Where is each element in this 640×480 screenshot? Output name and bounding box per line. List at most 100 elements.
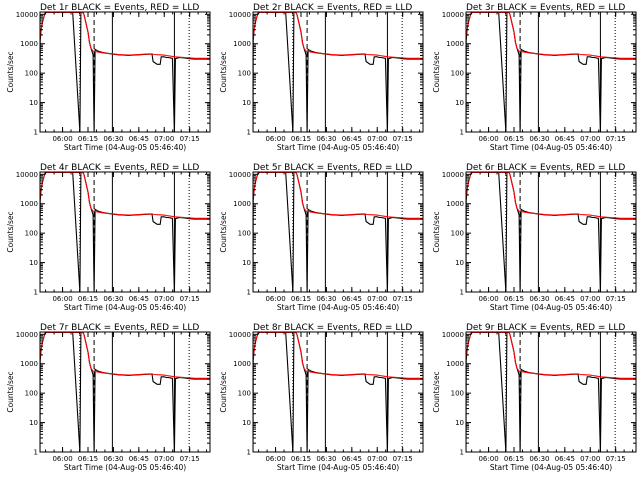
plot-frame: [39, 11, 211, 133]
detector-panel: Det 1r BLACK = Events, RED = LLD Counts/s…: [6, 3, 211, 152]
x-tick-label: 07:15: [180, 295, 200, 303]
y-tick-label: 100: [451, 230, 464, 238]
series-events: [466, 172, 636, 292]
y-tick-label: 1: [247, 129, 251, 137]
x-tick-label: 07:00: [154, 295, 174, 303]
x-axis-label: Start Time (04-Aug-05 05:46:40): [64, 143, 186, 152]
x-axis-label: Start Time (04-Aug-05 05:46:40): [490, 463, 612, 472]
x-tick-label: 06:00: [265, 455, 285, 463]
y-tick-label: 1: [34, 449, 38, 457]
detector-panel: Det 2r BLACK = Events, RED = LLD Counts/s…: [219, 3, 424, 152]
y-tick-label: 100: [451, 390, 464, 398]
plot-frame: [465, 171, 637, 293]
x-tick-label: 06:30: [529, 455, 549, 463]
panel-title: Det 3r BLACK = Events, RED = LLD: [466, 3, 625, 13]
y-tick-label: 10000: [16, 11, 38, 19]
series-events: [40, 172, 210, 292]
x-tick-label: 06:45: [129, 135, 149, 143]
panel-title: Det 1r BLACK = Events, RED = LLD: [40, 3, 199, 13]
x-tick-label: 06:30: [103, 295, 123, 303]
detector-panel: Det 4r BLACK = Events, RED = LLD Counts/s…: [6, 163, 211, 312]
panel-title: Det 4r BLACK = Events, RED = LLD: [40, 163, 199, 173]
x-tick-label: 06:30: [316, 455, 336, 463]
plot-frame: [252, 331, 424, 453]
y-tick-label: 100: [25, 230, 38, 238]
y-tick-label: 1: [460, 289, 464, 297]
series-events: [466, 332, 636, 452]
y-tick-label: 100: [238, 230, 251, 238]
x-tick-label: 07:15: [393, 455, 413, 463]
detector-panel: Det 9r BLACK = Events, RED = LLD Counts/s…: [432, 323, 637, 472]
y-axis-label: Counts/sec: [6, 371, 15, 412]
x-tick-label: 06:45: [555, 455, 575, 463]
x-axis-label: Start Time (04-Aug-05 05:46:40): [64, 463, 186, 472]
y-tick-label: 10000: [16, 331, 38, 339]
y-tick-label: 1000: [20, 40, 38, 48]
x-tick-label: 07:00: [580, 295, 600, 303]
y-tick-label: 100: [238, 390, 251, 398]
x-tick-label: 06:30: [316, 295, 336, 303]
y-axis-label: Counts/sec: [6, 211, 15, 252]
x-tick-label: 07:15: [393, 295, 413, 303]
x-tick-label: 06:00: [52, 295, 72, 303]
x-tick-label: 07:00: [154, 135, 174, 143]
plot-frame: [252, 171, 424, 293]
series-events: [466, 12, 636, 132]
y-tick-label: 10000: [229, 171, 251, 179]
y-tick-label: 1000: [233, 360, 251, 368]
series-lld: [40, 12, 210, 59]
detector-panel: Det 8r BLACK = Events, RED = LLD Counts/s…: [219, 323, 424, 472]
x-tick-label: 06:00: [52, 135, 72, 143]
x-tick-label: 06:15: [504, 135, 524, 143]
x-tick-label: 07:00: [580, 135, 600, 143]
x-tick-label: 07:15: [180, 455, 200, 463]
x-tick-label: 07:15: [606, 135, 626, 143]
detector-panel: Det 3r BLACK = Events, RED = LLD Counts/s…: [432, 3, 637, 152]
y-tick-label: 100: [25, 70, 38, 78]
y-axis-label: Counts/sec: [6, 51, 15, 92]
series-lld: [253, 12, 423, 59]
x-tick-label: 06:15: [504, 295, 524, 303]
x-tick-label: 07:00: [580, 455, 600, 463]
y-tick-label: 10000: [16, 171, 38, 179]
series-events: [40, 332, 210, 452]
x-tick-label: 07:00: [367, 295, 387, 303]
x-axis-label: Start Time (04-Aug-05 05:46:40): [490, 143, 612, 152]
x-tick-label: 06:00: [478, 455, 498, 463]
x-tick-label: 06:00: [52, 455, 72, 463]
panel-title: Det 2r BLACK = Events, RED = LLD: [253, 3, 412, 13]
y-tick-label: 10: [455, 419, 464, 427]
y-tick-label: 1: [460, 129, 464, 137]
x-tick-label: 06:45: [342, 455, 362, 463]
x-axis-label: Start Time (04-Aug-05 05:46:40): [490, 303, 612, 312]
series-events: [253, 332, 423, 452]
detector-panel: Det 5r BLACK = Events, RED = LLD Counts/s…: [219, 163, 424, 312]
y-axis-label: Counts/sec: [219, 51, 228, 92]
x-tick-label: 07:15: [606, 455, 626, 463]
series-lld: [466, 332, 636, 379]
x-tick-label: 06:00: [478, 295, 498, 303]
x-axis-label: Start Time (04-Aug-05 05:46:40): [277, 303, 399, 312]
x-tick-label: 07:00: [154, 455, 174, 463]
y-tick-label: 1: [34, 289, 38, 297]
plot-frame: [39, 171, 211, 293]
x-tick-label: 06:45: [555, 295, 575, 303]
x-tick-label: 06:30: [316, 135, 336, 143]
y-tick-label: 1: [34, 129, 38, 137]
y-tick-label: 100: [238, 70, 251, 78]
x-axis-label: Start Time (04-Aug-05 05:46:40): [277, 463, 399, 472]
y-tick-label: 10000: [442, 171, 464, 179]
series-events: [253, 172, 423, 292]
y-tick-label: 10000: [229, 331, 251, 339]
y-tick-label: 10: [455, 99, 464, 107]
x-axis-label: Start Time (04-Aug-05 05:46:40): [64, 303, 186, 312]
detector-panel: Det 7r BLACK = Events, RED = LLD Counts/s…: [6, 323, 211, 472]
y-axis-label: Counts/sec: [432, 211, 441, 252]
y-axis-label: Counts/sec: [432, 51, 441, 92]
plot-frame: [252, 11, 424, 133]
x-tick-label: 06:15: [78, 455, 98, 463]
y-tick-label: 100: [25, 390, 38, 398]
x-tick-label: 06:30: [529, 135, 549, 143]
y-tick-label: 1: [460, 449, 464, 457]
